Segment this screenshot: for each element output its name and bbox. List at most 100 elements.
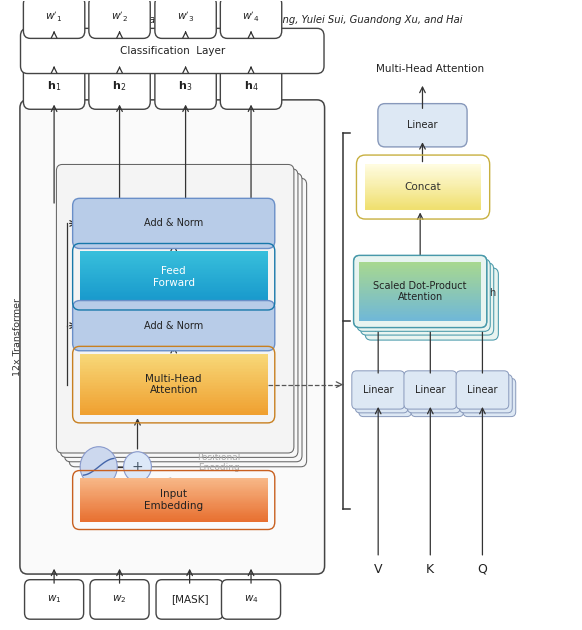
FancyBboxPatch shape [460,375,512,413]
FancyBboxPatch shape [80,280,268,282]
FancyBboxPatch shape [80,372,268,374]
FancyBboxPatch shape [359,314,481,315]
FancyBboxPatch shape [80,365,268,366]
FancyBboxPatch shape [80,406,268,408]
FancyBboxPatch shape [365,179,481,180]
FancyBboxPatch shape [80,366,268,368]
Text: Positional
Encoding: Positional Encoding [197,453,240,472]
FancyBboxPatch shape [156,580,223,619]
Text: $\mathbf{h}_1$: $\mathbf{h}_1$ [47,79,61,93]
FancyBboxPatch shape [80,285,268,286]
FancyBboxPatch shape [359,281,481,282]
FancyBboxPatch shape [80,501,268,502]
FancyBboxPatch shape [80,297,268,299]
FancyBboxPatch shape [359,261,481,263]
Text: Linear: Linear [407,120,438,130]
FancyBboxPatch shape [222,580,281,619]
Text: $w_1$: $w_1$ [47,593,61,605]
FancyBboxPatch shape [80,507,268,508]
FancyBboxPatch shape [365,181,481,183]
FancyBboxPatch shape [359,284,481,285]
FancyBboxPatch shape [80,357,268,358]
FancyBboxPatch shape [65,173,302,462]
FancyBboxPatch shape [80,521,268,522]
FancyBboxPatch shape [80,286,268,287]
FancyBboxPatch shape [80,478,268,479]
FancyBboxPatch shape [80,514,268,515]
FancyBboxPatch shape [411,379,464,416]
FancyBboxPatch shape [365,186,481,187]
FancyBboxPatch shape [80,255,268,256]
FancyBboxPatch shape [80,487,268,488]
FancyBboxPatch shape [359,309,481,311]
FancyBboxPatch shape [80,295,268,296]
FancyBboxPatch shape [80,510,268,511]
FancyBboxPatch shape [365,198,481,200]
FancyBboxPatch shape [80,505,268,507]
FancyBboxPatch shape [80,355,268,357]
FancyBboxPatch shape [365,192,481,193]
FancyBboxPatch shape [359,292,481,293]
FancyBboxPatch shape [80,300,268,301]
Text: Add & Norm: Add & Norm [144,321,203,331]
FancyBboxPatch shape [80,275,268,277]
FancyBboxPatch shape [221,63,282,109]
Text: Linear: Linear [415,385,446,395]
FancyBboxPatch shape [359,282,481,284]
FancyBboxPatch shape [80,401,268,403]
FancyBboxPatch shape [357,259,490,331]
Text: Add & Norm: Add & Norm [144,219,203,229]
FancyBboxPatch shape [359,296,481,297]
FancyBboxPatch shape [80,408,268,410]
FancyBboxPatch shape [359,315,481,317]
Text: $w'_4$: $w'_4$ [242,10,260,25]
FancyBboxPatch shape [365,188,481,189]
FancyBboxPatch shape [365,202,481,203]
FancyBboxPatch shape [359,275,481,277]
FancyBboxPatch shape [73,198,275,248]
FancyBboxPatch shape [80,517,268,518]
FancyBboxPatch shape [80,368,268,369]
FancyBboxPatch shape [359,265,481,266]
FancyBboxPatch shape [80,392,268,394]
FancyBboxPatch shape [359,285,481,287]
FancyBboxPatch shape [365,205,481,206]
FancyBboxPatch shape [155,63,217,109]
FancyBboxPatch shape [378,103,467,147]
Circle shape [80,447,117,487]
FancyBboxPatch shape [353,255,487,328]
FancyBboxPatch shape [365,183,481,184]
FancyBboxPatch shape [365,176,481,177]
FancyBboxPatch shape [365,193,481,194]
FancyBboxPatch shape [407,375,460,413]
FancyBboxPatch shape [365,170,481,171]
FancyBboxPatch shape [80,374,268,375]
FancyBboxPatch shape [80,495,268,496]
FancyBboxPatch shape [80,258,268,259]
FancyBboxPatch shape [365,168,481,169]
FancyBboxPatch shape [80,371,268,372]
Text: Scaled Dot-Product
Attention: Scaled Dot-Product Attention [374,281,467,302]
FancyBboxPatch shape [80,513,268,514]
FancyBboxPatch shape [359,302,481,304]
Text: $\mathbf{h}_3$: $\mathbf{h}_3$ [179,79,193,93]
FancyBboxPatch shape [80,254,268,255]
FancyBboxPatch shape [23,0,85,38]
FancyBboxPatch shape [80,264,268,265]
FancyBboxPatch shape [359,263,481,265]
FancyBboxPatch shape [359,301,481,302]
FancyBboxPatch shape [365,195,481,196]
Text: Classification  Layer: Classification Layer [120,46,225,56]
FancyBboxPatch shape [80,278,268,279]
FancyBboxPatch shape [365,171,481,173]
FancyBboxPatch shape [359,294,481,296]
FancyBboxPatch shape [359,273,481,275]
FancyBboxPatch shape [80,412,268,414]
Text: Multi-Head Attention: Multi-Head Attention [376,64,484,74]
FancyBboxPatch shape [365,166,481,167]
FancyBboxPatch shape [80,489,268,490]
Text: [MASK]: [MASK] [171,595,208,604]
FancyBboxPatch shape [80,512,268,513]
FancyBboxPatch shape [360,263,494,335]
FancyBboxPatch shape [80,484,268,486]
